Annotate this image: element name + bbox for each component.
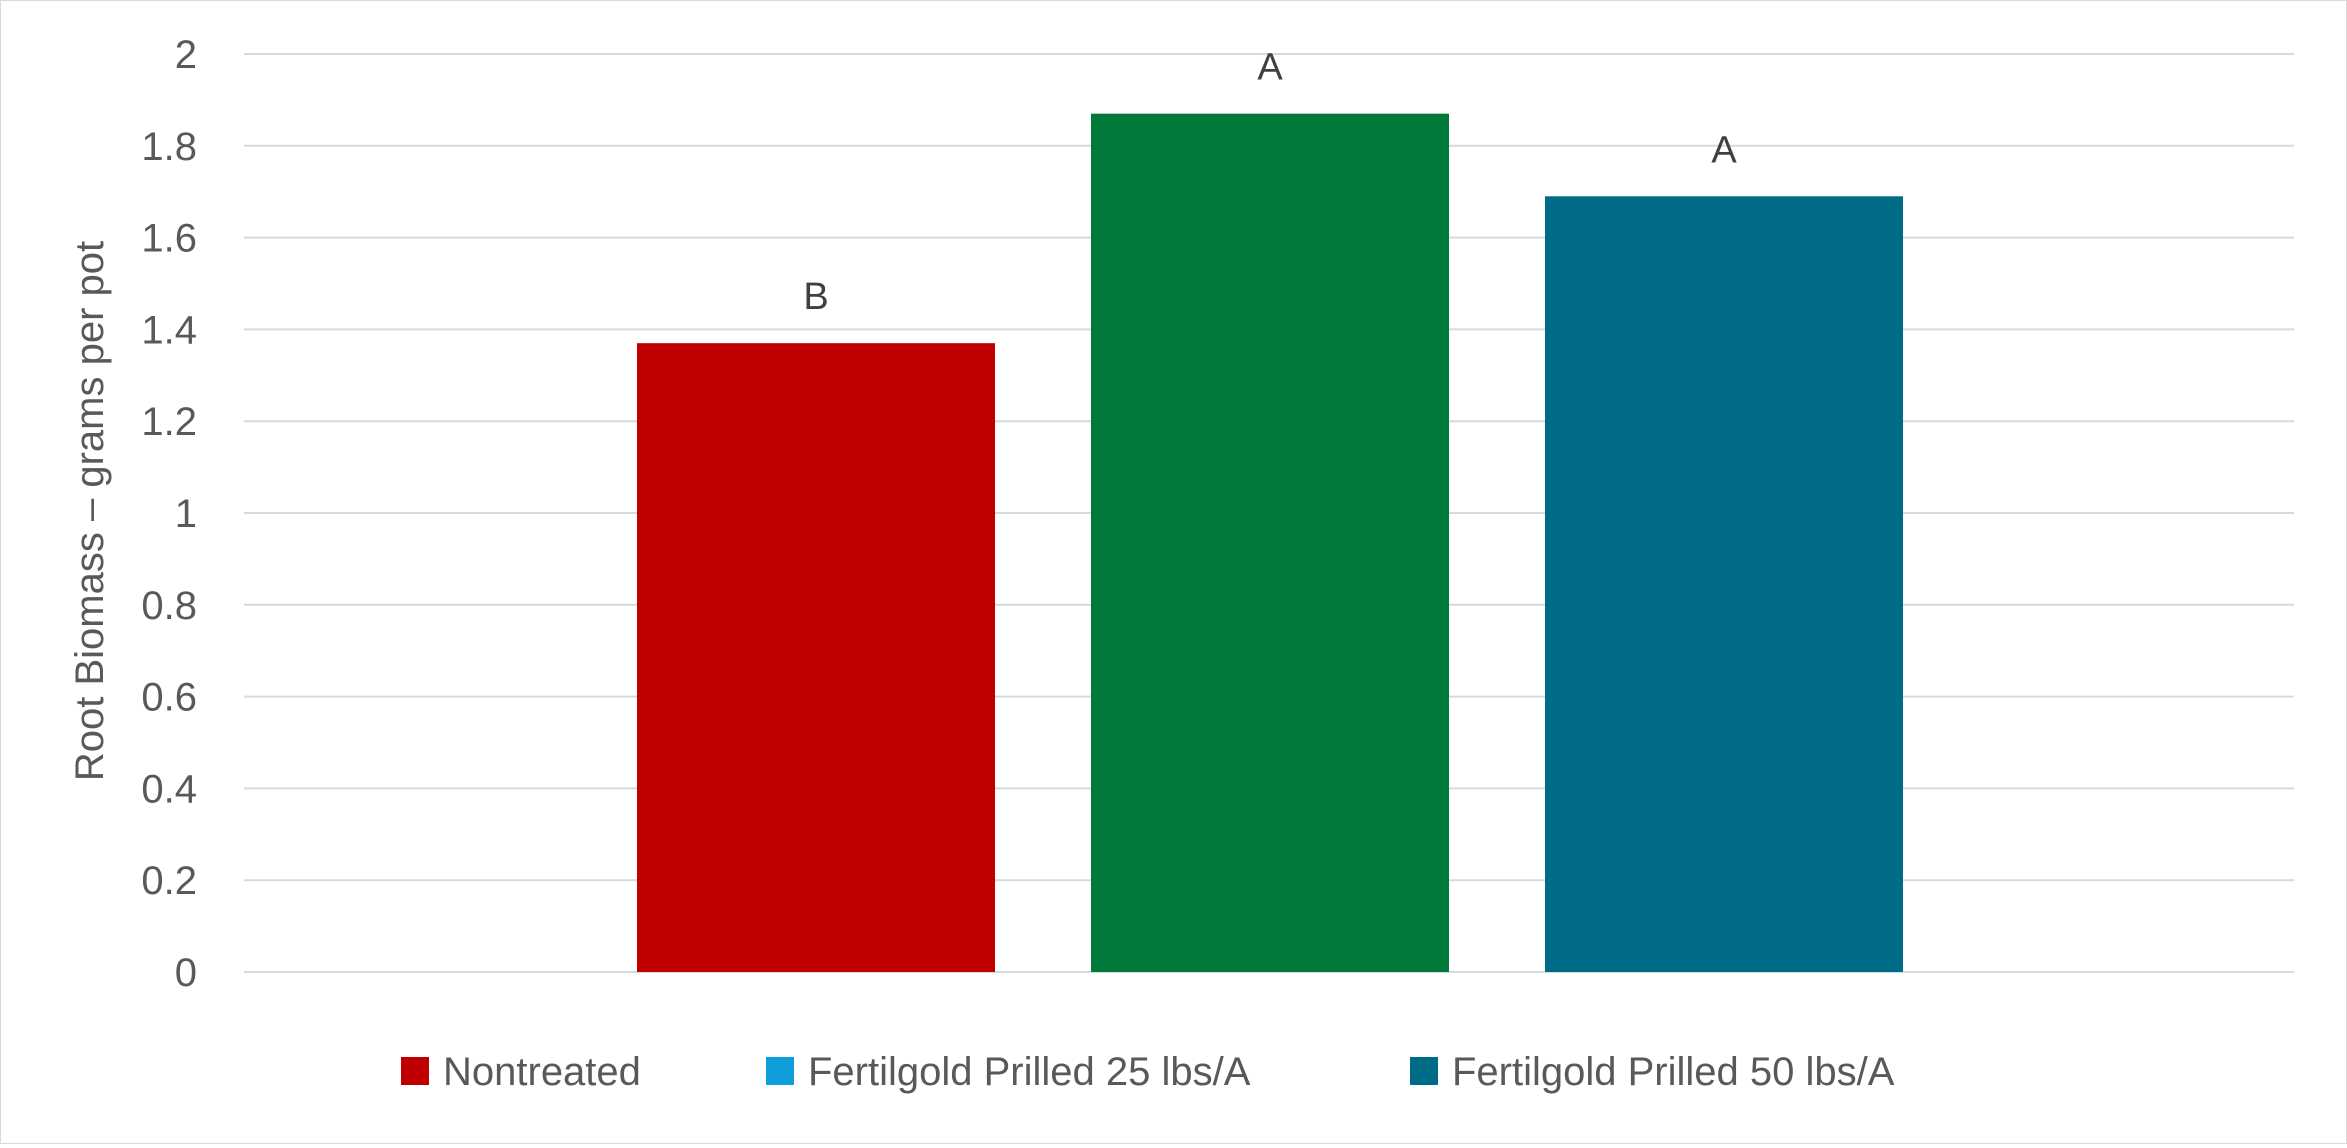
legend-label: Fertilgold Prilled 50 lbs/A [1452, 1050, 1895, 1094]
legend-swatch [766, 1057, 794, 1085]
bar-2 [1091, 113, 1449, 973]
significance-letter: A [1257, 47, 1283, 89]
y-tick-label: 2 [175, 33, 197, 77]
y-axis-ticks: 0 0.2 0.4 0.6 0.8 1 1.2 1.4 1.6 1.8 2 [141, 33, 197, 995]
significance-letter: B [803, 276, 828, 318]
y-tick-label: 1.4 [141, 308, 197, 352]
legend-swatch [1410, 1057, 1438, 1085]
y-tick-label: 1.2 [141, 400, 197, 444]
y-tick-label: 0 [175, 951, 197, 995]
significance-letters: B A A [803, 47, 1737, 319]
y-tick-label: 0.4 [141, 767, 197, 811]
significance-letter: A [1711, 129, 1737, 171]
y-tick-label: 1.8 [141, 125, 197, 169]
y-tick-label: 1.6 [141, 217, 197, 261]
legend-swatch [401, 1057, 429, 1085]
legend-label: Fertilgold Prilled 25 lbs/A [808, 1050, 1251, 1094]
legend: Nontreated Fertilgold Prilled 25 lbs/A Fer… [401, 1050, 1895, 1094]
y-tick-label: 1 [175, 492, 197, 536]
legend-label: Nontreated [443, 1050, 641, 1094]
y-tick-label: 0.2 [141, 859, 197, 903]
y-tick-label: 0.6 [141, 676, 197, 720]
bar-1 [637, 343, 995, 972]
bars [637, 113, 1903, 973]
y-tick-label: 0.8 [141, 584, 197, 628]
y-axis-label: Root Biomass – grams per pot [68, 241, 112, 781]
bar-3 [1545, 196, 1903, 973]
